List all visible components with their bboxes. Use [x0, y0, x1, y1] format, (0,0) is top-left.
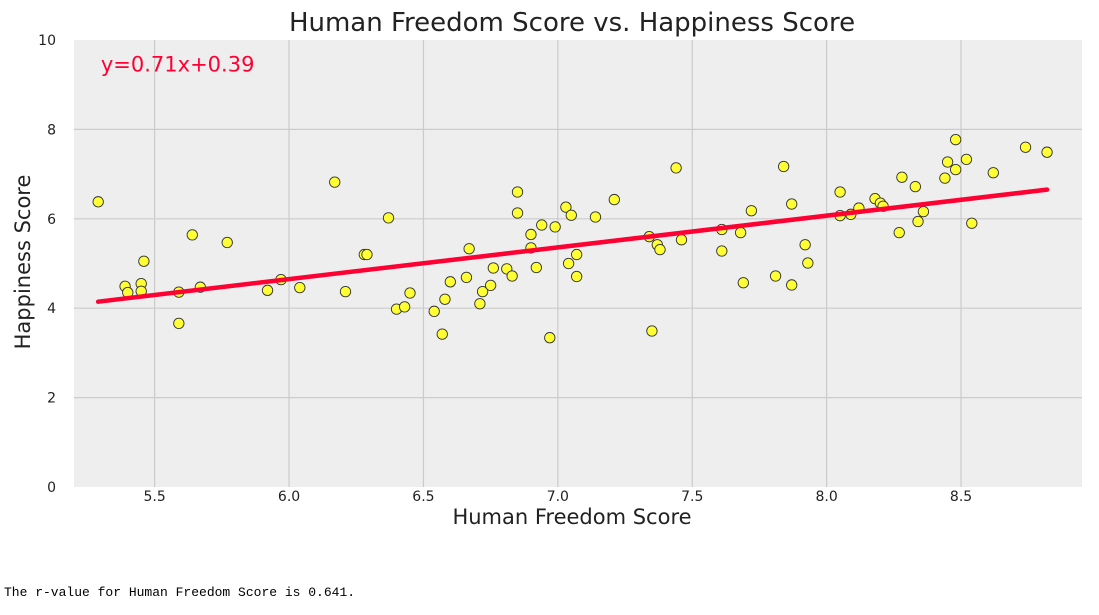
data-point	[544, 332, 556, 344]
data-point	[436, 328, 448, 340]
data-point	[428, 305, 440, 317]
data-point	[1041, 146, 1053, 158]
y-tick-label: 8	[47, 122, 56, 138]
x-tick-label: 8.5	[950, 489, 972, 505]
data-point	[608, 193, 620, 206]
data-point	[734, 227, 747, 239]
data-point	[912, 215, 924, 228]
x-tick-labels: 5.5 6.0 6.5 7.0 7.5 8.0 8.5	[144, 489, 973, 505]
data-point	[525, 228, 537, 241]
data-point	[893, 227, 905, 239]
x-tick-label: 7.0	[547, 489, 569, 505]
data-point	[506, 270, 518, 282]
data-point	[398, 301, 411, 313]
data-point	[737, 277, 749, 289]
data-point	[261, 284, 274, 296]
data-point	[950, 163, 962, 176]
data-point	[802, 257, 814, 269]
x-tick-label: 8.0	[816, 489, 838, 505]
data-point	[511, 186, 524, 198]
data-point	[571, 270, 583, 283]
x-axis-label: Human Freedom Score	[452, 505, 691, 529]
y-tick-label: 0	[47, 480, 56, 496]
data-point	[571, 248, 583, 261]
data-point	[382, 212, 395, 224]
data-point	[439, 293, 451, 305]
data-point	[646, 325, 658, 337]
data-point	[186, 229, 198, 241]
data-point	[941, 156, 954, 168]
data-point	[960, 153, 973, 165]
data-point	[474, 298, 486, 310]
data-point	[361, 248, 373, 261]
data-point	[339, 286, 352, 298]
data-point	[654, 243, 666, 256]
data-point	[294, 281, 306, 294]
data-point	[562, 257, 575, 270]
data-point	[329, 176, 341, 188]
data-point	[511, 207, 524, 219]
data-point	[1019, 141, 1032, 153]
regression-line	[95, 187, 1050, 304]
data-point	[675, 234, 688, 246]
data-point	[670, 162, 682, 174]
data-point	[896, 171, 908, 183]
y-tick-label: 6	[47, 212, 56, 228]
plot-background	[74, 40, 1082, 487]
y-tick-label: 4	[47, 301, 56, 317]
data-point	[536, 219, 548, 231]
data-point	[589, 211, 602, 223]
y-tick-label: 2	[47, 391, 56, 407]
x-tick-label: 6.5	[412, 489, 434, 505]
y-tick-labels: 0 2 4 6 8 10	[38, 33, 56, 496]
data-point	[487, 262, 499, 274]
r-value-output: The r-value for Human Freedom Score is 0…	[4, 585, 356, 600]
data-point	[173, 317, 185, 330]
scatter-chart: 0 2 4 6 8 10 5.5 6.0 6.5 7.0 7.5 8.0 8.5 y=0.71x+0.…	[11, 8, 1082, 529]
regression-equation: y=0.71x+0.39	[101, 52, 255, 76]
data-point	[549, 221, 561, 233]
data-point	[716, 245, 728, 257]
data-point	[560, 201, 572, 213]
x-tick-label: 6.0	[278, 489, 300, 505]
y-tick-label: 10	[38, 33, 56, 49]
data-point	[917, 205, 930, 218]
data-point	[799, 239, 811, 251]
x-tick-label: 5.5	[144, 489, 166, 505]
y-axis-label: Happiness Score	[11, 175, 35, 350]
data-point	[939, 172, 951, 184]
data-point	[777, 160, 790, 173]
data-point	[221, 236, 233, 249]
data-point	[950, 134, 962, 146]
data-point	[404, 287, 416, 299]
data-point	[745, 205, 758, 217]
data-point	[769, 270, 782, 282]
data-point	[786, 198, 798, 210]
chart-title: Human Freedom Score vs. Happiness Score	[289, 8, 855, 38]
data-point	[463, 243, 475, 255]
data-point	[484, 279, 497, 292]
data-point	[987, 167, 999, 179]
data-point	[444, 276, 456, 288]
x-tick-label: 7.5	[681, 489, 703, 505]
data-point	[909, 180, 921, 193]
data-point	[460, 271, 473, 284]
data-point	[476, 286, 489, 298]
data-point	[565, 209, 577, 221]
data-point	[138, 255, 150, 267]
data-point	[966, 217, 978, 229]
data-point	[834, 186, 846, 198]
data-point	[530, 261, 542, 274]
data-point	[92, 196, 104, 208]
data-point	[786, 279, 798, 291]
